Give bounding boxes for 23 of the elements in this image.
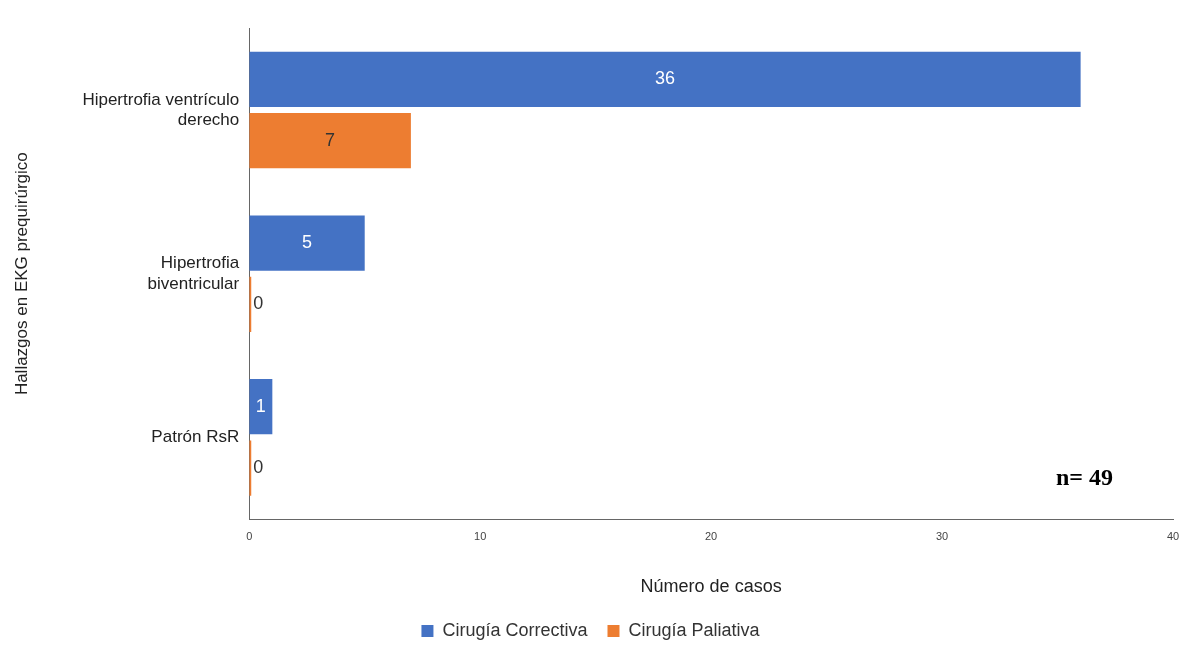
y-tick-label: Patrón RsR [151,427,240,447]
y-tick-label: Hipertrofia ventrículo derecho [82,89,240,129]
data-label: 0 [253,293,264,314]
annotation: n= 49 [1055,464,1113,491]
y-tick-label: Hipertrofia biventricular [147,253,240,293]
data-label: 0 [253,457,264,478]
x-axis-title: Número de casos [640,576,782,597]
x-tick-label: 0 [246,529,253,542]
legend-label: Cirugía Paliativa [628,619,761,640]
data-label: 5 [301,231,312,252]
legend-label: Cirugía Correctiva [442,619,589,640]
data-label: 36 [654,68,675,89]
x-tick-label: 20 [705,529,718,542]
x-tick-label: 40 [1166,529,1180,542]
bar [249,51,1081,107]
bar [249,379,273,435]
data-label: 1 [255,395,266,416]
y-axis-title: Hallazgos en EKG prequirúrgico [11,152,31,396]
x-tick-label: 10 [474,529,487,542]
x-tick-label: 30 [935,529,949,542]
data-label: 7 [325,129,336,150]
bar [249,215,365,271]
bar [249,113,411,169]
